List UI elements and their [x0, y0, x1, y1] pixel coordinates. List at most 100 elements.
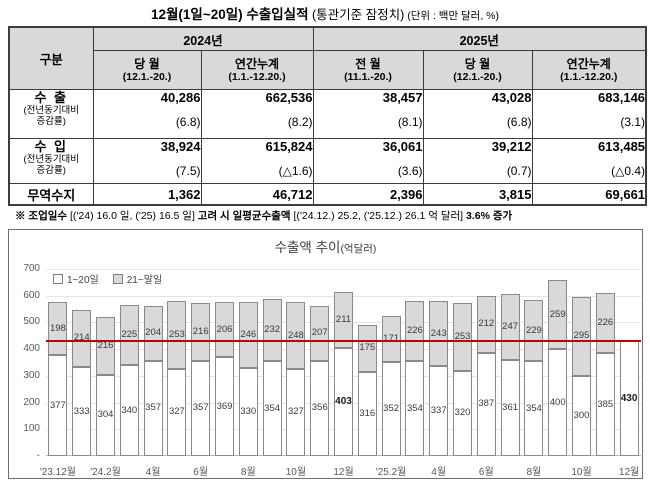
chart-plot-area: 700 600 500 400 300 200 100 - 377 198 '23.12월 333 21… [23, 263, 641, 478]
y-axis-tick-label: 400 [23, 343, 40, 355]
cell-growth: (6.8) [506, 115, 532, 129]
bar-segment-first-period: 361 [500, 359, 520, 456]
bar-value-label: 354 [406, 402, 423, 414]
bar-value-label: 229 [525, 324, 542, 336]
legend-label: 21~말일 [126, 275, 163, 286]
import-cell-0: 38,924 (7.5) [92, 138, 202, 184]
x-axis-tick-label: 10월 [571, 467, 592, 478]
bar-value-label: 212 [478, 318, 495, 330]
bar-segment-second-period: 253 [167, 301, 187, 369]
cell-growth: (8.2) [287, 115, 313, 129]
bar-segment-first-period: 430 [619, 341, 639, 456]
row-sublabel: (전년동기대비 증감률) [23, 105, 80, 127]
bar-value-label: 316 [359, 407, 376, 419]
x-axis-tick-label: 8월 [240, 467, 256, 478]
cell-value: 38,457 [382, 90, 423, 106]
balance-cell-2: 2,396 [312, 183, 424, 206]
y-axis-tick-label: - [36, 450, 40, 461]
export-trend-chart: 수출액 추이(억달러) 1~20일 21~말일 700 600 500 400 300 2… [8, 229, 643, 479]
bar-segment-first-period: 340 [119, 365, 139, 456]
chart-title-text: 수출액 추이 [274, 240, 341, 255]
bar-segment-second-period: 206 [215, 302, 234, 358]
bar-segment-first-period: 333 [72, 367, 92, 456]
row-sublabel: (전년동기대비 증감률) [23, 154, 80, 176]
col-header-line1: 연간누계 [566, 56, 611, 71]
bar-segment-first-period: 337 [429, 365, 449, 456]
col-header-line2: (11.1.-20.) [344, 70, 392, 83]
bar-segment-first-period: 403 [334, 348, 353, 456]
bar-segment-second-period: 204 [143, 306, 163, 361]
bar-segment-first-period: 327 [286, 368, 306, 456]
col-header-2025-cumulative: 연간누계 (1.1.-12.20.) [531, 50, 647, 90]
bar-value-label: 214 [73, 332, 90, 344]
bar-value-label: 232 [264, 324, 281, 336]
bar-segment-first-period: 385 [595, 353, 615, 456]
bar-segment-second-period: 175 [357, 324, 377, 372]
col-header-line2: (12.1.-20.) [122, 70, 172, 83]
bar-value-label: 377 [49, 399, 66, 411]
x-axis-tick-label: 10월 [285, 467, 307, 478]
bar-segment-second-period: 246 [238, 302, 258, 368]
cell-value: 613,485 [598, 139, 646, 155]
export-cell-3: 43,028 (6.8) [422, 89, 533, 139]
bar-value-label: 357 [145, 402, 162, 414]
export-row: 수 출 (전년동기대비 증감률) 40,286 (6.8) 662,536 (8… [8, 89, 647, 139]
bar-segment-second-period: 229 [524, 300, 544, 362]
bar-segment-first-period: 354 [524, 361, 544, 456]
bar-segment-second-period: 226 [595, 292, 615, 354]
bar-value-label: 295 [573, 330, 590, 342]
cell-growth: (△0.4) [611, 164, 646, 178]
legend-item-first-period: 1~20일 [53, 271, 99, 286]
col-header-2024-current: 당 월 (12.1.-20.) [92, 50, 202, 90]
bar-segment-first-period: 387 [476, 352, 496, 456]
bar-segment-second-period: 214 [72, 309, 92, 368]
bar-segment-second-period: 207 [310, 305, 330, 361]
year-2025-header: 2025년 [312, 26, 647, 51]
import-row-label-cell: 수 입 (전년동기대비 증감률) [8, 138, 94, 184]
legend-swatch-gray-icon [112, 273, 123, 284]
bar-value-label: 226 [406, 325, 423, 337]
export-cell-4: 683,146 (3.1) [531, 89, 647, 139]
cell-value: 36,061 [382, 139, 423, 155]
bar-value-label: 247 [502, 320, 519, 332]
y-axis-tick-label: 300 [23, 369, 40, 381]
x-axis-tick-label: 4월 [145, 467, 161, 478]
bar-segment-first-period: 357 [143, 360, 163, 456]
cell-value: 683,146 [598, 90, 646, 106]
cell-value: 39,212 [491, 139, 532, 155]
bar-segment-first-period: 357 [191, 360, 211, 456]
year-2024-header: 2024년 [92, 26, 314, 51]
bar-value-label: 253 [168, 328, 185, 340]
bar-segment-second-period: 243 [429, 301, 449, 366]
reference-line [46, 340, 641, 343]
cell-value: 40,286 [160, 90, 201, 106]
bar-value-label: 354 [525, 402, 542, 414]
cell-value: 662,536 [265, 90, 313, 106]
import-row: 수 입 (전년동기대비 증감률) 38,924 (7.5) 615,824 (△… [8, 138, 647, 184]
bar-segment-second-period: 198 [48, 302, 68, 356]
bar-value-label: 211 [335, 314, 352, 326]
bar-value-label: 385 [597, 398, 614, 410]
footnote: ※ 조업일수 [('24) 16.0 일, ('25) 16.5 일] 고려 시… [15, 208, 645, 223]
cell-growth: (8.1) [397, 115, 423, 129]
bar-value-label: 253 [454, 330, 471, 342]
bar-value-label: 198 [49, 322, 66, 334]
bar-value-label: 361 [502, 401, 519, 413]
cell-growth: (6.8) [175, 115, 201, 129]
bar-value-label: 226 [597, 316, 614, 328]
bar-segment-second-period: 226 [405, 301, 425, 362]
bar-segment-first-period: 330 [238, 367, 258, 456]
col-header-line1: 당 월 [464, 56, 491, 71]
bar-value-label: 337 [430, 404, 447, 416]
import-cell-4: 613,485 (△0.4) [531, 138, 647, 184]
bar-value-label: 330 [240, 405, 257, 417]
bar-value-label: 369 [216, 400, 233, 412]
x-axis-tick-label: 8월 [526, 467, 542, 478]
y-axis-tick-label: 200 [23, 396, 40, 408]
bar-segment-second-period: 248 [286, 302, 306, 369]
bar-segment-second-period: 253 [453, 302, 472, 371]
bar-value-label: 207 [311, 327, 328, 339]
cell-growth: (7.5) [175, 164, 201, 178]
bar-segment-second-period: 247 [500, 293, 520, 360]
